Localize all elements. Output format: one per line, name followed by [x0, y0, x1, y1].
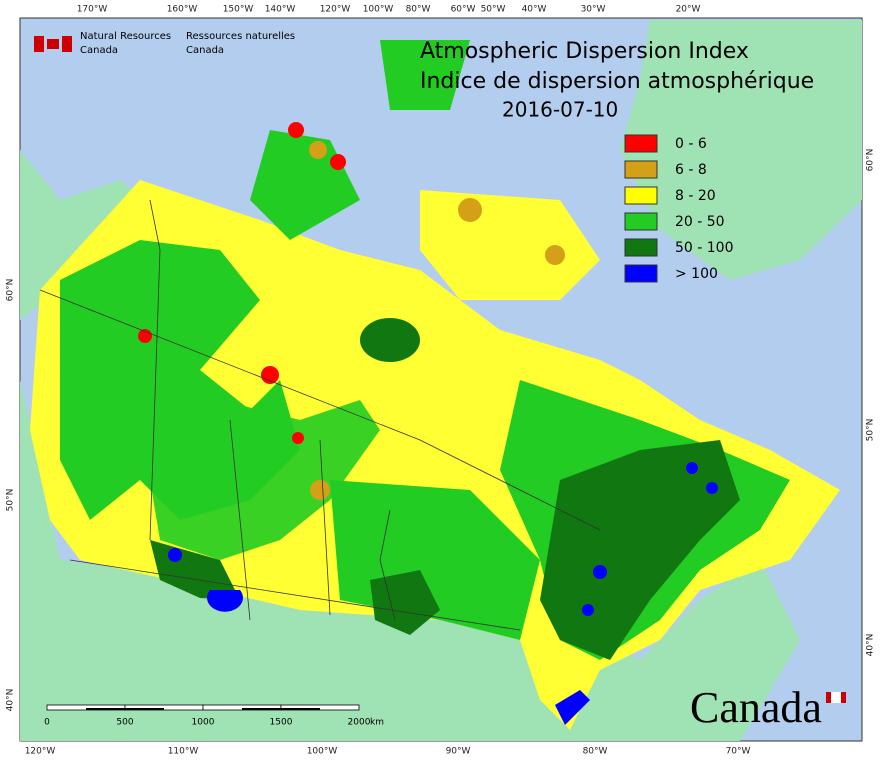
graticule-label: 160°W: [167, 5, 198, 15]
graticule-label: 120°W: [25, 747, 56, 757]
legend-swatch: [624, 264, 658, 283]
agency-fr: Canada: [186, 45, 224, 56]
wordmark-flag: [831, 692, 841, 703]
scale-label: 2000: [348, 718, 371, 728]
graticule-label: 90°W: [446, 747, 471, 757]
legend-label: 6 - 8: [675, 162, 707, 178]
scale-segment: [242, 708, 281, 710]
graticule-label: 150°W: [223, 5, 254, 15]
scale-segment: [86, 708, 125, 710]
agency-en: Canada: [80, 45, 118, 56]
title-en: Atmospheric Dispersion Index: [420, 39, 749, 64]
graticule-label: 100°W: [363, 5, 394, 15]
scale-segment: [281, 708, 320, 710]
graticule-label: 70°W: [726, 747, 751, 757]
legend-swatch: [624, 186, 658, 205]
scale-unit: km: [370, 718, 384, 728]
graticule-label: 170°W: [77, 5, 108, 15]
legend-label: > 100: [675, 266, 718, 282]
graticule-label: 110°W: [168, 747, 199, 757]
scale-segment: [125, 708, 164, 710]
legend-swatch: [624, 160, 658, 179]
graticule-label: 80°W: [583, 747, 608, 757]
graticule-label: 40°N: [866, 634, 876, 657]
land: [20, 20, 862, 741]
scale-label: 1000: [192, 718, 215, 728]
legend-swatch: [624, 212, 658, 231]
graticule-label: 60°N: [866, 149, 876, 172]
graticule-label: 100°W: [307, 747, 338, 757]
scale-label: 0: [44, 718, 50, 728]
graticule-label: 60°N: [6, 279, 16, 302]
legend-label: 0 - 6: [675, 136, 707, 152]
scale-label: 500: [116, 718, 133, 728]
graticule-label: 40°W: [522, 5, 547, 15]
graticule-label: 40°N: [6, 689, 16, 712]
overlay: Natural Resources Canada Ressources natu…: [6, 5, 876, 757]
graticule-label: 120°W: [320, 5, 351, 15]
graticule-label: 50°W: [481, 5, 506, 15]
wordmark: Canada: [690, 683, 822, 732]
graticule-label: 50°N: [6, 489, 16, 512]
agency-fr: Ressources naturelles: [186, 31, 295, 42]
date: 2016-07-10: [502, 98, 618, 122]
graticule-label: 20°W: [676, 5, 701, 15]
flag-bar: [34, 36, 44, 52]
flag-bar: [62, 36, 72, 52]
legend-label: 50 - 100: [675, 240, 734, 256]
graticule-label: 50°N: [866, 419, 876, 442]
title-fr: Indice de dispersion atmosphérique: [420, 69, 814, 94]
legend-label: 8 - 20: [675, 188, 716, 204]
graticule-label: 60°W: [451, 5, 476, 15]
legend-swatch: [624, 134, 658, 153]
legend-swatch: [624, 238, 658, 257]
agency-en: Natural Resources: [80, 31, 171, 42]
flag-leaf: [47, 39, 59, 49]
legend-label: 20 - 50: [675, 214, 725, 230]
graticule-label: 140°W: [265, 5, 296, 15]
borders: [39, 199, 601, 631]
graticule-label: 30°W: [581, 5, 606, 15]
graticule-label: 80°W: [406, 5, 431, 15]
scale-label: 1500: [270, 718, 293, 728]
